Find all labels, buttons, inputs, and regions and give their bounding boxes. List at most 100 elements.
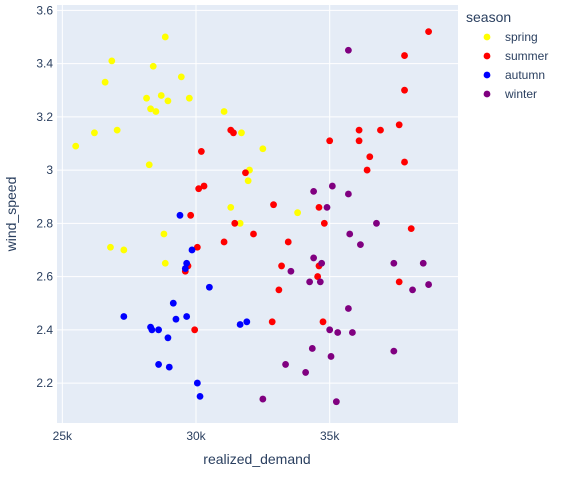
- autumn-point: [188, 246, 196, 254]
- spring-point: [91, 129, 98, 137]
- y-tick-label: 2.4: [36, 323, 53, 337]
- summer-point: [284, 238, 292, 246]
- winter-point: [409, 286, 416, 294]
- autumn-point: [120, 313, 128, 320]
- winter-point: [390, 347, 398, 355]
- summer-point: [268, 318, 276, 326]
- x-tick-label: 25k: [53, 429, 73, 443]
- spring-point: [244, 177, 252, 185]
- series-winter: [259, 46, 432, 406]
- spring-point: [177, 73, 185, 81]
- winter-point: [326, 326, 334, 334]
- x-axis-ticks: 25k 30k 35k: [53, 429, 341, 443]
- winter-point: [425, 281, 432, 288]
- autumn-point: [155, 326, 162, 334]
- autumn-point: [181, 265, 189, 272]
- winter-point: [323, 203, 331, 211]
- summer-point: [320, 219, 328, 227]
- autumn-point: [205, 283, 213, 291]
- plot-area: [57, 5, 458, 423]
- autumn-point: [176, 211, 184, 219]
- y-axis-title: wind_speed: [3, 177, 19, 253]
- winter-point: [344, 46, 352, 54]
- winter-point: [332, 398, 340, 406]
- legend-item-winter[interactable]: winter: [483, 87, 537, 101]
- winter-point: [310, 254, 318, 262]
- summer-point: [401, 158, 408, 166]
- autumn-point: [148, 326, 156, 334]
- winter-point: [344, 190, 352, 198]
- summer-point: [315, 203, 323, 211]
- legend: season spring summer autumn winter: [466, 9, 548, 101]
- summer-point: [242, 169, 249, 177]
- spring-point: [107, 243, 114, 251]
- summer-point: [355, 126, 363, 134]
- legend-marker: [483, 90, 491, 98]
- autumn-point: [193, 379, 201, 387]
- y-tick-label: 3.6: [36, 3, 53, 17]
- summer-point: [250, 230, 257, 238]
- winter-point: [318, 259, 326, 267]
- winter-point: [302, 369, 310, 376]
- legend-item-spring[interactable]: spring: [483, 30, 538, 44]
- spring-point: [185, 94, 193, 102]
- spring-point: [113, 126, 121, 134]
- summer-point: [278, 262, 285, 270]
- spring-point: [236, 219, 244, 227]
- series-summer: [181, 28, 432, 334]
- spring-point: [164, 97, 172, 105]
- winter-point: [373, 219, 380, 227]
- autumn-point: [236, 321, 244, 328]
- legend-marker: [483, 33, 491, 41]
- summer-point: [197, 148, 205, 155]
- summer-point: [407, 225, 415, 233]
- summer-point: [220, 238, 228, 246]
- winter-point: [357, 241, 364, 249]
- winter-point: [259, 395, 267, 403]
- winter-point: [327, 353, 335, 360]
- legend-item-summer[interactable]: summer: [483, 49, 549, 63]
- summer-point: [395, 278, 403, 286]
- autumn-point: [243, 318, 251, 326]
- autumn-point: [164, 334, 172, 342]
- summer-point: [363, 166, 371, 174]
- legend-label: spring: [505, 30, 538, 44]
- autumn-point: [183, 313, 191, 320]
- spring-point: [294, 209, 301, 217]
- summer-point: [195, 185, 203, 193]
- spring-point: [238, 129, 245, 137]
- autumn-point: [155, 361, 162, 368]
- winter-point: [419, 259, 427, 267]
- winter-point: [310, 187, 318, 195]
- y-tick-label: 3: [46, 163, 53, 177]
- winter-point: [390, 259, 398, 267]
- legend-marker: [483, 52, 491, 60]
- winter-point: [316, 278, 324, 286]
- legend-items: spring summer autumn winter: [483, 30, 549, 101]
- spring-point: [152, 108, 160, 115]
- y-tick-label: 2.8: [36, 216, 53, 230]
- summer-point: [355, 137, 363, 145]
- summer-point: [231, 219, 239, 227]
- y-tick-label: 2.2: [36, 376, 53, 390]
- summer-point: [377, 126, 384, 134]
- spring-point: [161, 259, 169, 267]
- spring-point: [259, 145, 267, 153]
- spring-point: [145, 161, 153, 169]
- winter-point: [344, 305, 352, 312]
- winter-point: [306, 278, 314, 286]
- spring-point: [101, 78, 109, 86]
- legend-item-autumn[interactable]: autumn: [483, 68, 545, 82]
- legend-label: autumn: [505, 68, 545, 82]
- spring-point: [147, 105, 154, 113]
- autumn-point: [183, 259, 191, 267]
- summer-point: [314, 273, 322, 280]
- summer-point: [200, 182, 208, 190]
- summer-point: [401, 52, 408, 59]
- summer-point: [187, 211, 195, 219]
- legend-marker: [483, 71, 491, 79]
- summer-point: [191, 326, 199, 334]
- winter-point: [282, 361, 289, 368]
- spring-point: [220, 108, 228, 115]
